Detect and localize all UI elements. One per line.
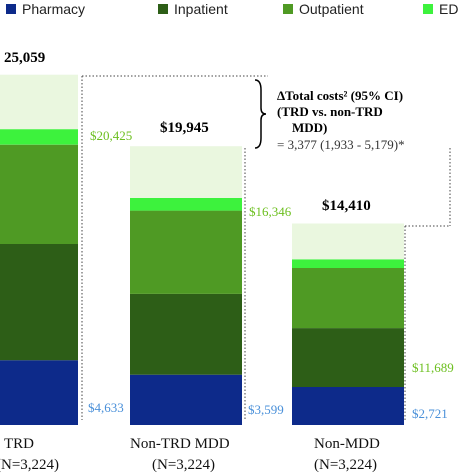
bar-nontrd-inpatient — [130, 293, 242, 375]
pharmacy-label-trd: $4,633 — [88, 400, 124, 415]
total-label-nontrd: $19,945 — [160, 120, 209, 136]
category-label-nontrd: Non-TRD MDD — [130, 436, 230, 452]
medical-label-trd: $20,425 — [90, 128, 132, 143]
total-label-trd: 25,059 — [4, 50, 45, 66]
bar-nontrd-ed — [130, 198, 242, 211]
category-n-trd: (N=3,224) — [0, 457, 59, 473]
annotation-line1: ΔTotal costs² (95% CI) — [277, 88, 403, 103]
annotation-line4: = 3,377 (1,933 - 5,179)* — [277, 137, 405, 152]
legend-swatch-outpatient — [283, 4, 293, 14]
legend-label-outpatient: Outpatient — [299, 1, 364, 17]
legend-swatch-ed — [423, 4, 433, 14]
bracket-lines — [81, 75, 451, 420]
bars — [0, 74, 404, 425]
legend-swatch-inpatient — [158, 4, 168, 14]
medical-label-nontrd: $16,346 — [249, 204, 292, 219]
bar-nontrd-outpatient — [130, 210, 242, 294]
category-label-nonmdd: Non-MDD — [314, 436, 380, 452]
bar-nonmdd-ed — [292, 259, 404, 268]
bar-trd-pharmacy — [0, 360, 78, 425]
category-n-nonmdd: (N=3,224) — [314, 457, 377, 473]
legend-label-pharmacy: Pharmacy — [22, 1, 85, 17]
bar-nontrd-other — [130, 146, 242, 198]
total-label-nonmdd: $14,410 — [322, 198, 371, 214]
bar-nonmdd-pharmacy — [292, 387, 404, 425]
pharmacy-label-nontrd: $3,599 — [248, 402, 284, 417]
legend-label-ed: ED — [439, 1, 458, 17]
legend: Pharmacy Inpatient Outpatient ED — [6, 1, 458, 17]
bar-trd-other — [0, 74, 78, 130]
bar-trd-ed — [0, 129, 78, 145]
delta-annotation: ΔTotal costs² (95% CI) (TRD vs. non-TRD … — [277, 88, 405, 152]
legend-label-inpatient: Inpatient — [174, 1, 228, 17]
category-label-trd: TRD — [4, 436, 34, 452]
bar-nontrd-pharmacy — [130, 374, 242, 425]
medical-label-nonmdd: $11,689 — [412, 360, 454, 375]
annotation-line2: (TRD vs. non-TRD — [277, 104, 383, 119]
legend-swatch-pharmacy — [6, 4, 16, 14]
category-n-nontrd: (N=3,224) — [152, 457, 215, 473]
bar-trd-outpatient — [0, 144, 78, 244]
bar-trd-inpatient — [0, 243, 78, 361]
annotation-line3: MDD) — [292, 120, 327, 135]
curly-brace — [254, 79, 267, 149]
bar-nonmdd-outpatient — [292, 268, 404, 329]
bar-nonmdd-inpatient — [292, 328, 404, 387]
pharmacy-label-nonmdd: $2,721 — [412, 406, 448, 421]
bar-nonmdd-other — [292, 223, 404, 260]
